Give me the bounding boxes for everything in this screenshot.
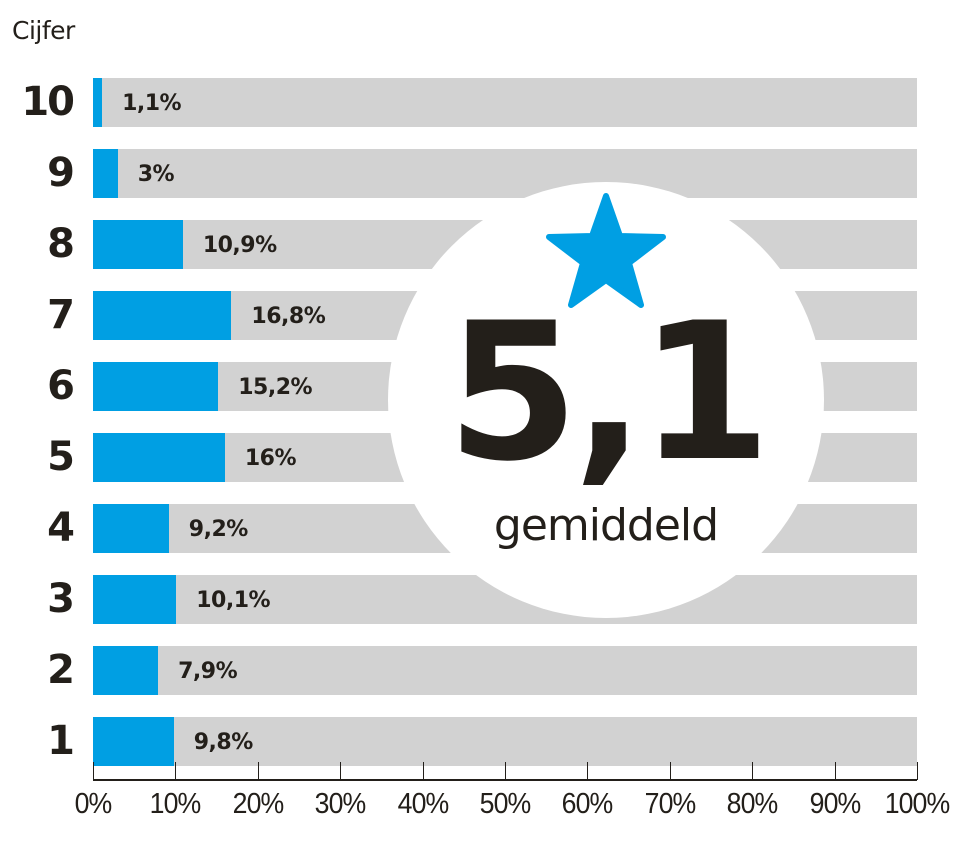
category-label: 5 [47,434,75,480]
bar-row: 3 10,1% [0,575,978,624]
bar-fill [93,717,174,766]
category-label: 1 [47,718,75,764]
x-tick-label: 60% [562,788,614,820]
x-tick [587,762,588,780]
value-label: 9,2% [188,517,249,542]
x-tick [175,762,176,780]
value-label: 10,9% [202,233,277,258]
bar-track [93,78,917,127]
x-tick-label: 10% [150,788,202,820]
category-label: 4 [47,505,75,551]
x-tick-label: 40% [397,788,449,820]
bar-row: 10 1,1% [0,78,978,127]
x-tick-label: 0% [74,788,113,820]
x-tick-label: 30% [314,788,367,820]
bar-fill [93,504,169,553]
value-label: 15,2% [238,375,313,400]
star-icon [546,193,666,308]
bar-fill [93,149,118,198]
bar-fill [93,433,225,482]
x-tick-label: 80% [726,788,779,820]
x-tick [752,762,753,780]
x-tick-label: 70% [644,788,696,820]
bar-fill [93,362,219,411]
category-label: 6 [47,363,75,409]
x-tick [917,762,918,780]
value-label: 10,1% [196,588,271,613]
bar-track [93,149,917,198]
category-label: 10 [21,79,75,125]
x-tick [340,762,341,780]
x-tick [670,762,671,780]
category-label: 3 [47,576,75,622]
bar-row: 2 7,9% [0,646,978,695]
x-tick [258,762,259,780]
category-label: 9 [47,150,75,196]
x-tick [505,762,506,780]
bar-fill [93,291,232,340]
x-tick [93,762,94,780]
x-tick-label: 20% [232,788,284,820]
bar-fill [93,646,159,695]
value-label: 7,9% [178,659,238,684]
x-tick [835,762,836,780]
value-label: 1,1% [122,91,182,116]
x-tick-label: 50% [479,788,532,820]
x-tick-label: 100% [884,788,950,820]
category-label: 2 [47,647,75,693]
bar-fill [93,78,103,127]
bar-track [93,717,917,766]
bar-fill [93,220,183,269]
bar-row: 1 9,8% [0,717,978,766]
value-label: 3% [137,162,175,187]
bar-row: 9 3% [0,149,978,198]
x-tick-label: 90% [809,788,861,820]
bar-track [93,646,917,695]
bar-fill [93,575,177,624]
average-label: gemiddeld [493,500,719,551]
category-label: 7 [47,292,75,338]
value-label: 16,8% [251,304,326,329]
y-axis-title: Cijfer [12,16,75,45]
x-tick [423,762,424,780]
value-label: 9,8% [193,730,254,755]
x-axis-line [93,779,917,781]
category-label: 8 [47,221,75,267]
value-label: 16% [244,446,297,471]
average-value: 5,1 [446,282,772,503]
